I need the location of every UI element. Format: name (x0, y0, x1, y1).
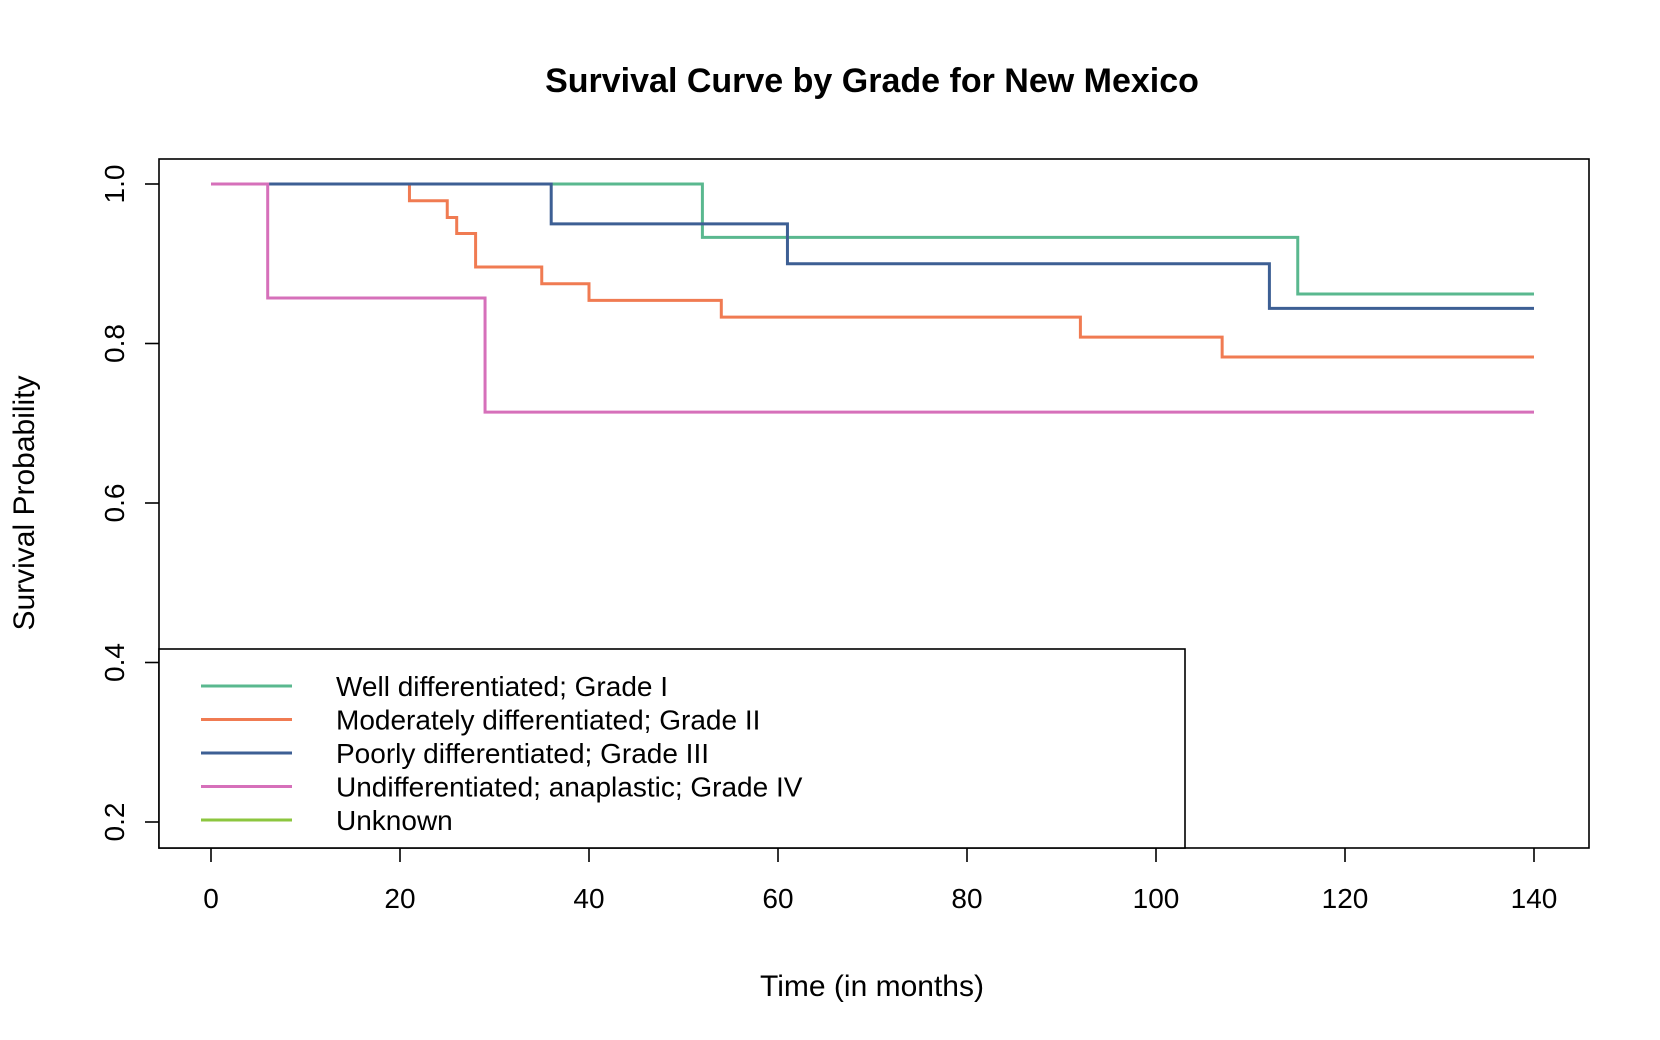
x-tick-label: 140 (1511, 883, 1558, 914)
x-axis-label: Time (in months) (760, 970, 984, 1003)
chart-title: Survival Curve by Grade for New Mexico (545, 62, 1199, 100)
legend-box (158, 648, 1186, 849)
survival-curves (211, 182, 1534, 414)
x-tick-label: 100 (1133, 883, 1180, 914)
x-tick-label: 20 (384, 883, 415, 914)
y-axis: 0.2 0.4 0.6 0.8 1.0 (99, 165, 159, 842)
legend-label: Moderately differentiated; Grade II (336, 705, 760, 736)
x-tick-label: 120 (1322, 883, 1369, 914)
x-tick-label: 0 (203, 883, 219, 914)
legend-label: Unknown (336, 805, 453, 836)
y-axis-label: Survival Probability (8, 375, 41, 630)
y-tick-label: 0.6 (99, 484, 130, 523)
x-axis: 0 20 40 60 80 100 120 140 (203, 848, 1557, 914)
y-tick-label: 0.4 (99, 643, 130, 682)
legend-label: Undifferentiated; anaplastic; Grade IV (336, 772, 803, 803)
legend-label: Well differentiated; Grade I (336, 671, 668, 702)
survival-curve-2 (211, 182, 1534, 359)
survival-curve-4 (211, 182, 1534, 414)
x-tick-label: 40 (573, 883, 604, 914)
survival-curve-1 (211, 182, 1534, 296)
y-tick-label: 0.8 (99, 324, 130, 363)
y-tick-label: 1.0 (99, 165, 130, 204)
legend-label: Poorly differentiated; Grade III (336, 738, 709, 769)
survival-curve-3 (211, 182, 1534, 310)
y-tick-label: 0.2 (99, 803, 130, 842)
x-tick-label: 80 (951, 883, 982, 914)
x-tick-label: 60 (762, 883, 793, 914)
